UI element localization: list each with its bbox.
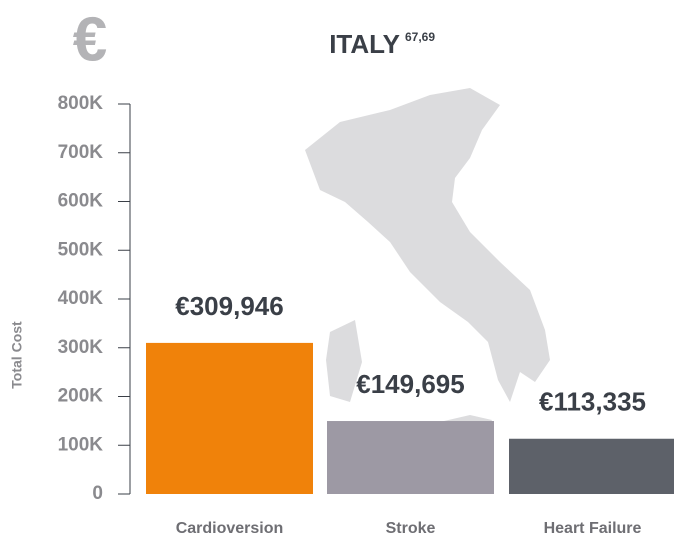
y-tick-label: 100K [58, 434, 104, 455]
x-tick-label: Stroke [386, 520, 436, 537]
y-axis-label: Total Cost [9, 321, 25, 389]
y-tick-label: 500K [58, 239, 104, 260]
map-of-italy [305, 88, 550, 462]
title-superscript: 67,69 [405, 30, 435, 44]
y-tick-label: 0 [92, 483, 103, 504]
value-label: €149,695 [356, 369, 464, 399]
y-tick-label: 200K [58, 386, 104, 407]
chart-title: ITALY [329, 29, 400, 59]
y-tick-label: 800K [58, 93, 104, 114]
mainland [305, 88, 550, 402]
bar [146, 342, 313, 494]
x-tick-label: Heart Failure [544, 520, 642, 537]
x-tick-label: Cardioversion [176, 520, 284, 537]
currency-icon: € [73, 5, 107, 74]
y-tick-label: 400K [58, 288, 104, 309]
bar [509, 438, 674, 494]
bar [327, 421, 494, 494]
sardinia [326, 320, 362, 402]
y-tick-label: 300K [58, 337, 104, 358]
value-label: €309,946 [175, 291, 283, 321]
y-tick-label: 600K [58, 191, 104, 212]
value-label: €113,335 [539, 387, 646, 417]
y-tick-label: 700K [58, 142, 104, 163]
